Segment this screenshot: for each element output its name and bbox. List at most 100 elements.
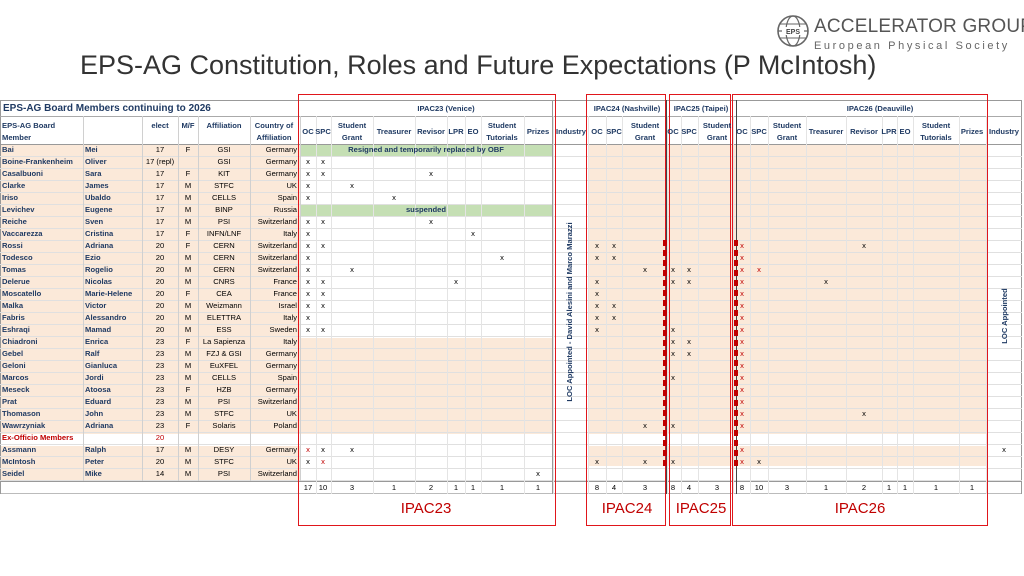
member-country: Germany <box>265 349 297 358</box>
member-surname: Reiche <box>2 217 27 226</box>
col-line <box>316 116 317 494</box>
table-top-border <box>0 100 1022 101</box>
role-mark: x <box>612 301 616 310</box>
member-country: Germany <box>265 169 297 178</box>
member-affiliation: FZJ & GSI <box>206 349 242 358</box>
total-ipac24: 8 <box>594 483 600 492</box>
member-surname: Assmann <box>2 445 37 454</box>
total-ipac26: 10 <box>754 483 764 492</box>
row-line <box>0 204 1022 205</box>
member-surname: Todesco <box>2 253 33 262</box>
total-ipac23: 1 <box>391 483 397 492</box>
row-line <box>0 192 1022 193</box>
col-country: Country of <box>254 121 294 130</box>
table-right-border <box>1021 100 1022 494</box>
role-mark: x <box>471 229 475 238</box>
role-mark: x <box>350 181 354 190</box>
member-elect: 17 <box>155 217 165 226</box>
role-mark: x <box>740 349 744 358</box>
member-affiliation: PSI <box>217 397 231 406</box>
role-mark: x <box>612 253 616 262</box>
member-mf: F <box>185 385 191 394</box>
member-mf: M <box>184 325 192 334</box>
member-country: UK <box>286 409 297 418</box>
member-mf: F <box>185 337 191 346</box>
role-mark: x <box>595 253 599 262</box>
col-student-grant: Grant <box>634 133 656 142</box>
total-ipac23: 1 <box>535 483 541 492</box>
col-line <box>481 116 482 494</box>
member-country: Germany <box>265 157 297 166</box>
role-mark: x <box>321 277 325 286</box>
role-mark: x <box>306 253 310 262</box>
member-surname: Fabris <box>2 313 25 322</box>
col-line <box>415 116 416 494</box>
member-firstname: Eugene <box>85 205 113 214</box>
role-mark: x <box>350 445 354 454</box>
table-bottom-border <box>0 481 1022 482</box>
member-mf: F <box>185 145 191 154</box>
col-prizes: Prizes <box>960 127 984 136</box>
member-firstname: Peter <box>85 457 104 466</box>
member-firstname: John <box>85 409 104 418</box>
member-affiliation: CNRS <box>213 277 235 286</box>
role-mark: x <box>740 421 744 430</box>
role-mark: x <box>595 313 599 322</box>
member-elect: 14 <box>155 469 165 478</box>
row-line <box>0 480 1022 481</box>
member-mf: M <box>184 397 192 406</box>
member-firstname: James <box>85 181 109 190</box>
role-mark: x <box>740 313 744 322</box>
member-elect: 17 <box>155 229 165 238</box>
role-mark: x <box>306 157 310 166</box>
member-elect: 17 <box>155 193 165 202</box>
col-treasurer: Treasurer <box>808 127 844 136</box>
row-line <box>0 252 1022 253</box>
ipac26-highlight-box <box>732 94 988 526</box>
role-mark: x <box>306 241 310 250</box>
role-mark: x <box>671 337 675 346</box>
member-firstname: Cristina <box>85 229 114 238</box>
member-country: Switzerland <box>257 217 297 226</box>
suspended-note-bg <box>300 204 552 216</box>
member-firstname: Ezio <box>85 253 101 262</box>
member-surname: Moscatello <box>2 289 42 298</box>
member-surname: Thomason <box>2 409 41 418</box>
member-affiliation: GSI <box>217 157 231 166</box>
member-country: UK <box>286 181 297 190</box>
col-oc: OC <box>591 127 603 136</box>
conf-ipac26: IPAC26 (Deauville) <box>846 104 914 113</box>
role-mark: x <box>454 277 458 286</box>
row-line <box>0 348 1022 349</box>
total-ipac26: 3 <box>784 483 790 492</box>
col-line <box>588 116 589 494</box>
col-line <box>986 116 987 494</box>
col-student-grant: Grant <box>706 133 728 142</box>
member-mf: F <box>185 169 191 178</box>
member-firstname: Ralph <box>85 445 107 454</box>
role-mark: x <box>757 265 761 274</box>
header-inner-line <box>0 116 300 117</box>
member-firstname: Sara <box>85 169 102 178</box>
col-line <box>373 116 374 494</box>
role-mark: x <box>740 457 744 466</box>
ipac25-26-marker <box>734 240 738 466</box>
logo-subtitle: European Physical Society <box>814 40 1010 52</box>
logo: EPS ACCELERATOR GROUP European Physical … <box>776 14 1024 58</box>
conf-ipac25: IPAC25 (Taipei) <box>673 104 729 113</box>
member-elect: 20 <box>155 253 165 262</box>
col-industry: Industry <box>556 127 586 136</box>
member-elect: 20 <box>155 277 165 286</box>
role-mark: x <box>740 277 744 286</box>
logo-title: ACCELERATOR GROUP <box>814 16 1024 37</box>
member-elect: 23 <box>155 337 165 346</box>
col-eo: EO <box>467 127 479 136</box>
row-line <box>0 288 1022 289</box>
total-ipac24: 3 <box>642 483 648 492</box>
member-affiliation: CERN <box>213 241 235 250</box>
row-line <box>0 156 1022 157</box>
role-mark: x <box>321 289 325 298</box>
member-elect: 23 <box>155 385 165 394</box>
role-mark: x <box>687 349 691 358</box>
total-ipac25: 4 <box>686 483 692 492</box>
